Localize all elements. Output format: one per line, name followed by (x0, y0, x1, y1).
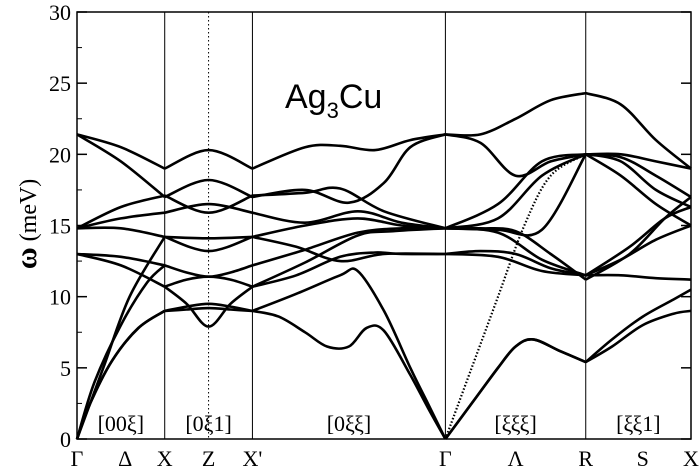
branch-54 (585, 91, 692, 170)
branch-25 (76, 252, 166, 288)
branch-26 (164, 275, 253, 288)
branch-11 (163, 285, 254, 328)
branch-21 (164, 264, 253, 278)
direction-label-0: [00ξ] (98, 411, 144, 436)
y-axis-label: ω(meV) (10, 179, 43, 270)
branch-13 (445, 252, 586, 277)
y-tick-label-2: 10 (49, 285, 71, 310)
x-tick-label-0: Γ (71, 446, 84, 471)
x-tick-label-8: S (637, 446, 649, 471)
x-tick-label-9: X (683, 446, 699, 471)
branch-27 (251, 227, 446, 288)
branch-41 (164, 194, 253, 214)
branch-33 (445, 153, 587, 237)
dotted-branch-0 (444, 153, 587, 440)
branch-1 (164, 306, 253, 313)
branch-53 (445, 91, 586, 137)
branch-50 (76, 133, 166, 199)
x-tick-label-7: R (578, 446, 593, 471)
branch-19 (585, 224, 692, 277)
branch-48 (445, 133, 586, 178)
y-tick-label-6: 30 (49, 0, 71, 25)
branch-30 (76, 226, 165, 239)
branch-24 (585, 205, 692, 277)
branch-7 (251, 267, 447, 440)
branch-6 (164, 302, 253, 313)
branch-17 (252, 235, 446, 263)
branch-8 (444, 338, 587, 440)
x-tick-label-3: Z (202, 446, 215, 471)
branch-29 (585, 195, 692, 281)
branch-4 (585, 309, 692, 364)
y-tick-label-4: 20 (49, 142, 71, 167)
x-tick-label-2: X (157, 446, 173, 471)
direction-labels: [00ξ] [0ξ1] [0ξξ] [ξξξ] [ξξ1] (98, 411, 661, 436)
branch-52 (252, 133, 446, 205)
branch-40 (76, 194, 166, 230)
branch-14 (585, 273, 692, 281)
y-ticks: 0 5 10 15 20 25 30 (49, 0, 691, 452)
direction-label-2: [0ξξ] (327, 411, 371, 436)
branch-39 (585, 153, 692, 209)
branch-36 (164, 202, 253, 214)
symmetry-lines (164, 12, 587, 439)
plot-frame (76, 11, 692, 440)
branch-18 (445, 249, 586, 277)
branch-42 (252, 186, 446, 230)
chart-title: Ag3Cu (285, 78, 382, 123)
direction-label-1: [0ξ1] (185, 411, 231, 436)
y-tick-label-3: 15 (49, 214, 71, 239)
branch-34 (585, 153, 692, 227)
y-tick-label-0: 0 (60, 427, 71, 452)
x-tick-label-1: Δ (118, 446, 132, 471)
branch-37 (252, 210, 446, 230)
branch-51 (164, 178, 253, 199)
branch-16 (164, 235, 253, 240)
x-tick-label-4: X' (242, 446, 262, 471)
branch-2 (252, 309, 447, 440)
y-tick-label-5: 25 (49, 71, 71, 96)
branch-20 (76, 252, 165, 267)
branch-10 (75, 264, 166, 440)
branch-49 (585, 152, 692, 170)
dispersion-curves (75, 91, 692, 440)
branch-32 (252, 217, 446, 239)
branch-47 (251, 133, 446, 170)
branch-43 (444, 153, 586, 230)
direction-label-4: [ξξ1] (616, 411, 660, 436)
branch-15 (75, 236, 166, 440)
branch-9 (584, 288, 692, 364)
branch-31 (164, 235, 253, 253)
y-tick-label-1: 5 (60, 356, 71, 381)
branch-45 (76, 133, 166, 170)
x-tick-label-5: Γ (439, 446, 452, 471)
x-tick-label-6: Λ (508, 446, 524, 471)
branch-38 (445, 153, 587, 230)
branch-46 (164, 148, 253, 170)
x-ticks: Γ Δ X Z X' Γ Λ R S X (71, 446, 699, 471)
direction-label-3: [ξξξ] (494, 411, 536, 436)
